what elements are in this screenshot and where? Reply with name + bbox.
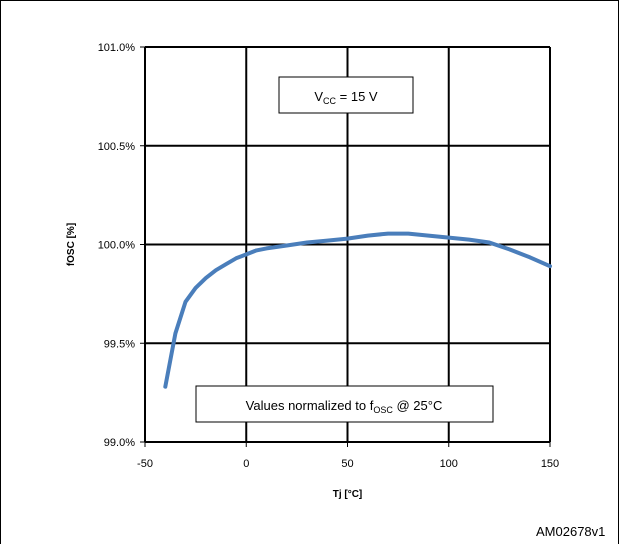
frame-top-border	[0, 0, 619, 1]
x-tick-label: 0	[243, 458, 249, 470]
annotation-text: Values normalized to fOSC @ 25°C	[246, 398, 443, 415]
x-tick-label: 50	[341, 458, 353, 470]
y-tick-label: 100.0%	[98, 240, 136, 252]
annotation-box	[278, 76, 414, 114]
frame-right-border	[618, 0, 619, 544]
y-tick-label: 101.0%	[98, 42, 136, 54]
x-tick-label: -50	[137, 458, 153, 470]
figure-id: AM02678v1	[536, 524, 606, 539]
annotation-text-part: V	[314, 89, 323, 104]
x-axis-label: Tj [°C]	[333, 489, 363, 500]
frame-left-border	[0, 0, 1, 544]
series-line	[163, 231, 552, 389]
y-tick-label: 100.5%	[98, 141, 136, 153]
y-tick-label: 99.5%	[104, 338, 135, 350]
x-tick-label: 150	[541, 458, 559, 470]
annotation-text-part: = 15 V	[336, 89, 378, 104]
y-tick-label: 99.0%	[104, 437, 135, 449]
annotation-subscript: CC	[323, 96, 336, 106]
x-tick-label: 100	[440, 458, 458, 470]
annotation-box	[195, 385, 494, 423]
annotation-text-part: Values normalized to f	[246, 398, 374, 413]
annotation-subscript: OSC	[373, 405, 393, 415]
annotation-text: VCC = 15 V	[314, 89, 378, 106]
y-axis-label: fOSC [%]	[66, 223, 77, 266]
annotation-text-part: @ 25°C	[393, 398, 442, 413]
